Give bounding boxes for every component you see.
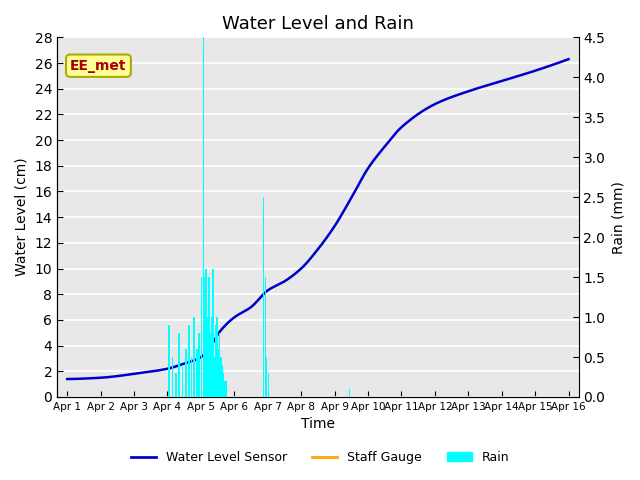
Bar	[263, 197, 264, 397]
Bar	[215, 325, 216, 397]
Bar	[198, 333, 200, 397]
Bar	[349, 389, 350, 397]
Bar	[188, 325, 190, 397]
Bar	[221, 365, 223, 397]
Bar	[175, 373, 177, 397]
Bar	[196, 349, 198, 397]
Bar	[208, 277, 210, 397]
Bar	[219, 333, 220, 397]
Bar	[172, 357, 173, 397]
Bar	[224, 381, 226, 397]
Y-axis label: Water Level (cm): Water Level (cm)	[15, 158, 29, 276]
Legend: Water Level Sensor, Staff Gauge, Rain: Water Level Sensor, Staff Gauge, Rain	[125, 446, 515, 469]
Bar	[201, 277, 202, 397]
Bar	[223, 373, 225, 397]
Bar	[220, 357, 221, 397]
Bar	[191, 357, 192, 397]
Bar	[268, 373, 269, 397]
Bar	[209, 333, 211, 397]
Title: Water Level and Rain: Water Level and Rain	[222, 15, 414, 33]
Bar	[168, 325, 170, 397]
Bar	[205, 269, 207, 397]
X-axis label: Time: Time	[301, 418, 335, 432]
Text: EE_met: EE_met	[70, 59, 127, 72]
Bar	[216, 317, 218, 397]
Bar	[225, 381, 227, 397]
Y-axis label: Rain (mm): Rain (mm)	[611, 181, 625, 253]
Bar	[265, 277, 266, 397]
Bar	[193, 317, 195, 397]
Bar	[182, 365, 183, 397]
Bar	[212, 269, 214, 397]
Bar	[214, 357, 215, 397]
Bar	[179, 333, 180, 397]
Bar	[204, 277, 205, 397]
Bar	[203, 37, 204, 397]
Bar	[218, 349, 219, 397]
Bar	[185, 349, 187, 397]
Bar	[266, 357, 268, 397]
Bar	[211, 317, 212, 397]
Bar	[207, 317, 209, 397]
